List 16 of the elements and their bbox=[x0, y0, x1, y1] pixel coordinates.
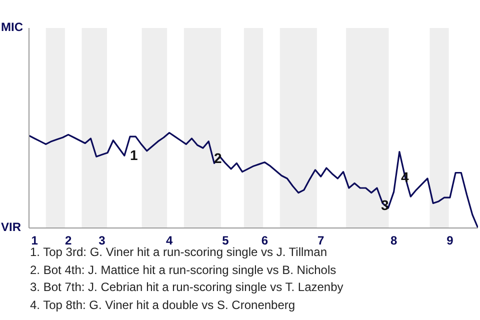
text: VIR bbox=[1, 220, 22, 234]
text: 2. Bot 4th: J. Mattice hit a run-scoring single vs B. Nichols bbox=[30, 262, 338, 278]
x-tick-label: 9 bbox=[446, 234, 454, 248]
x-tick-label: 8 bbox=[390, 234, 398, 248]
x-tick-label: 6 bbox=[261, 234, 268, 248]
text: 4. Top 8th: G. Viner hit a double vs S. Cronenberg bbox=[30, 296, 296, 314]
x-tick-label: 7 bbox=[318, 234, 325, 248]
x-tick-label: 3 bbox=[98, 234, 106, 248]
x-tick-label: 1 bbox=[31, 234, 38, 248]
x-tick-label: 5 bbox=[222, 234, 230, 248]
text: 1. Top 3rd: G. Viner hit a run-scoring single vs J. Tillman bbox=[30, 245, 328, 261]
text: MIC bbox=[1, 20, 23, 34]
annotation: 1 bbox=[130, 147, 138, 163]
x-tick-label: 4 bbox=[166, 234, 173, 248]
text: 3. Bot 7th: J. Cebrian hit a run-scoring single vs T. Lazenby bbox=[30, 279, 344, 296]
x-tick-label: 2 bbox=[64, 234, 72, 248]
